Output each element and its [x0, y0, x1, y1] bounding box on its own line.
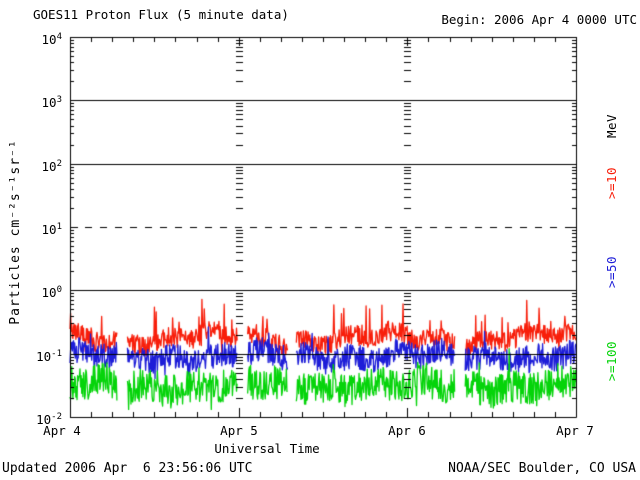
x-axis-title: Universal Time	[214, 441, 320, 456]
series-label-ge100: >=100	[604, 340, 619, 382]
updated-timestamp: Updated 2006 Apr 6 23:56:06 UTC	[2, 461, 253, 476]
y-tick-10e1: 101	[41, 222, 62, 238]
series-label-ge50: >=50	[604, 255, 619, 289]
x-tick-apr5: Apr 5	[220, 423, 258, 438]
source-attribution: NOAA/SEC Boulder, CO USA	[448, 461, 636, 476]
y-tick-10e3: 103	[41, 95, 62, 111]
mev-units-label: MeV	[604, 113, 619, 139]
chart-title: GOES11 Proton Flux (5 minute data)	[33, 7, 289, 22]
begin-time-label: Begin: 2006 Apr 4 0000 UTC	[441, 12, 637, 27]
x-tick-apr4: Apr 4	[43, 423, 81, 438]
y-tick-10e-1: 10-1	[36, 348, 62, 364]
x-tick-apr6: Apr 6	[388, 423, 426, 438]
series-label-ge10: >=10	[604, 166, 619, 200]
x-tick-apr7: Apr 7	[556, 423, 594, 438]
y-tick-10e-2: 10-2	[36, 412, 62, 428]
y-tick-10e2: 102	[41, 158, 62, 174]
y-tick-10e4: 104	[41, 32, 62, 48]
y-tick-10e0: 100	[41, 285, 62, 301]
